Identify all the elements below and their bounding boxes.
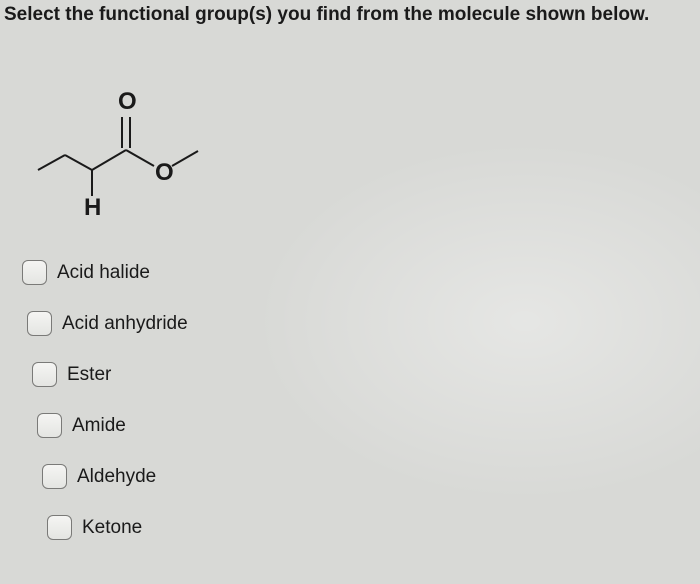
checkbox[interactable]: [27, 311, 52, 336]
options-list: Acid halide Acid anhydride Ester Amide Aldeh…: [22, 260, 188, 566]
atom-label-o-top: O: [118, 88, 137, 115]
atom-label-o-right: O: [155, 159, 174, 186]
question-prompt: Select the functional group(s) you find …: [4, 4, 649, 26]
option-label: Amide: [72, 415, 126, 437]
option-row: Aldehyde: [42, 464, 188, 489]
checkbox[interactable]: [47, 515, 72, 540]
option-label: Ketone: [82, 517, 142, 539]
option-row: Amide: [37, 413, 188, 438]
option-row: Acid anhydride: [27, 311, 188, 336]
checkbox[interactable]: [22, 260, 47, 285]
molecule-structure: O O H: [30, 65, 220, 215]
option-row: Acid halide: [22, 260, 188, 285]
checkbox[interactable]: [32, 362, 57, 387]
option-row: Ester: [32, 362, 188, 387]
option-label: Acid anhydride: [62, 313, 188, 335]
option-row: Ketone: [47, 515, 188, 540]
option-label: Aldehyde: [77, 466, 156, 488]
checkbox[interactable]: [37, 413, 62, 438]
atom-label-h: H: [84, 194, 101, 215]
checkbox[interactable]: [42, 464, 67, 489]
option-label: Acid halide: [57, 262, 150, 284]
option-label: Ester: [67, 364, 111, 386]
